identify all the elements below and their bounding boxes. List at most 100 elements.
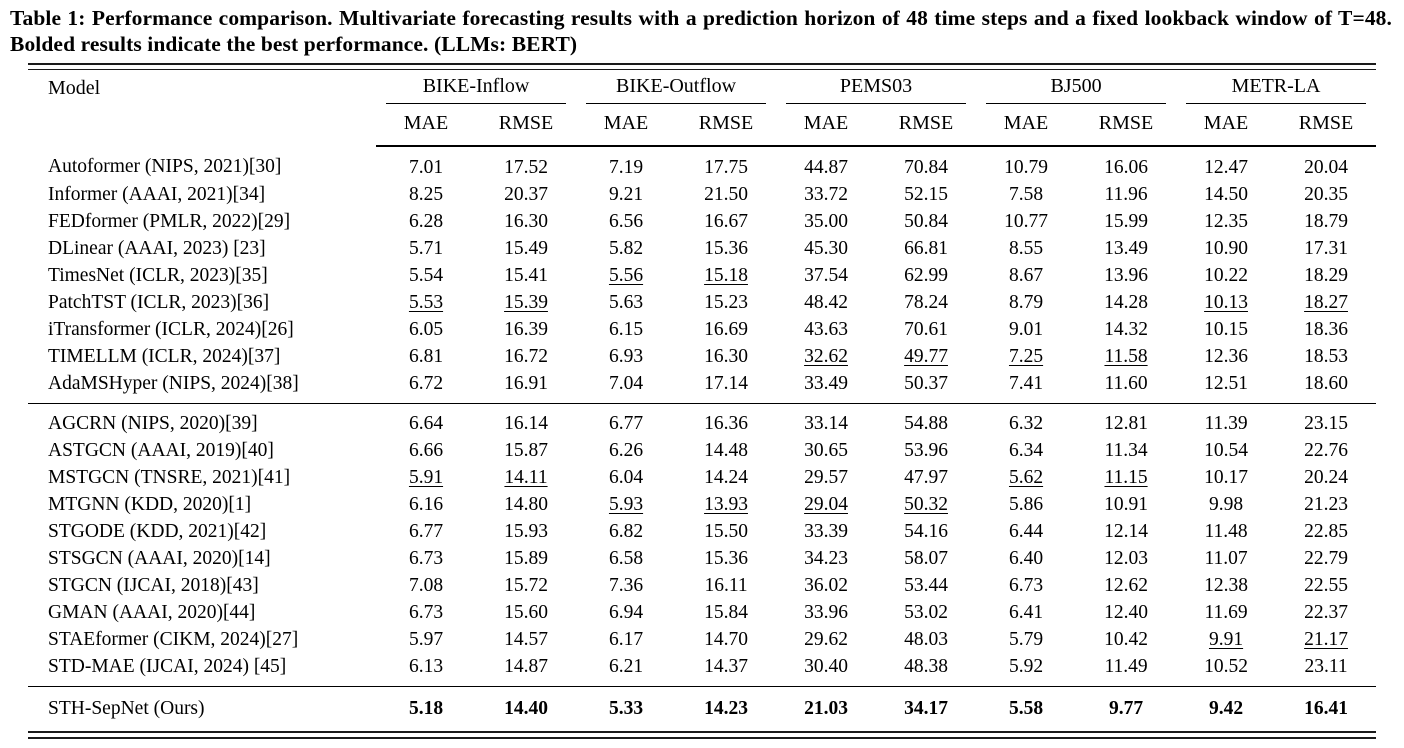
table-row: GMAN (AAAI, 2020)[44] 6.73 15.60 6.94 15.84 3…: [28, 599, 1376, 626]
metric-value-cell: 6.77: [576, 403, 677, 438]
group-header-row: Model BIKE-Inflow BIKE-Outflow PEMS03 BJ…: [28, 70, 1376, 105]
metric-value-cell: 13.93: [704, 493, 748, 515]
metric-value-cell: 6.41: [1008, 601, 1044, 623]
model-name-cell: STAEformer (CIKM, 2024)[27]: [48, 628, 299, 650]
model-name-cell: TIMELLM (ICLR, 2024)[37]: [48, 345, 281, 367]
metric-value-cell: 7.04: [608, 372, 644, 394]
metric-value-cell: 20.35: [1304, 183, 1348, 205]
metric-value-cell: 50.32: [904, 493, 948, 515]
metric-value-cell: 6.73: [408, 601, 444, 623]
metric-value-cell: 58.07: [904, 547, 948, 569]
metric-value-cell: 18.53: [1304, 345, 1348, 367]
metric-value-cell: 12.47: [1204, 156, 1248, 178]
metric-value-cell: 7.41: [1008, 372, 1044, 394]
metric-header-row: MAE RMSE MAE RMSE MAE RMSE MAE RMSE MAE …: [28, 104, 1377, 148]
metric-value-cell: 5.53: [408, 291, 444, 313]
metric-value-cell: 6.17: [608, 628, 644, 650]
metric-value-cell: 8.67: [1008, 264, 1044, 286]
metric-value-cell: 14.50: [1204, 183, 1248, 205]
model-name-cell: iTransformer (ICLR, 2024)[26]: [48, 318, 294, 340]
table-container: Model BIKE-Inflow BIKE-Outflow PEMS03 BJ…: [28, 63, 1377, 739]
group-label: METR-LA: [1186, 75, 1367, 105]
model-name-cell: GMAN (AAAI, 2020)[44]: [48, 601, 256, 623]
metric-value-cell: 6.16: [408, 493, 444, 515]
metric-value-cell: 17.14: [704, 372, 748, 394]
metric-value-cell: 21.23: [1304, 493, 1348, 515]
metric-value-cell: 12.62: [1104, 574, 1148, 596]
model-name-cell: MTGNN (KDD, 2020)[1]: [48, 493, 252, 515]
metric-value-cell: 14.87: [504, 655, 548, 677]
metric-value-cell: 33.39: [804, 520, 848, 542]
table-row: STH-SepNet (Ours) 5.18 14.40 5.33 14.23 21.03…: [28, 686, 1377, 732]
table-row: DLinear (AAAI, 2023) [23] 5.71 15.49 5.82 15…: [28, 235, 1376, 262]
metric-value-cell: 62.99: [904, 264, 948, 286]
results-table: Model BIKE-Inflow BIKE-Outflow PEMS03 BJ…: [28, 70, 1377, 732]
metric-value-cell: 11.69: [1204, 601, 1248, 623]
metric-value-cell: 10.52: [1204, 655, 1248, 677]
metric-value-cell: 6.44: [1008, 520, 1044, 542]
model-name-cell: Autoformer (NIPS, 2021)[30]: [48, 156, 282, 178]
metric-value-cell: 16.72: [504, 345, 548, 367]
metric-value-cell: 17.31: [1304, 237, 1348, 259]
table-row: ASTGCN (AAAI, 2019)[40] 6.66 15.87 6.26 14.4…: [28, 437, 1376, 464]
metric-value-cell: 9.01: [1008, 318, 1044, 340]
metric-value-cell: 6.94: [608, 601, 644, 623]
metric-value-cell: 6.66: [408, 439, 444, 461]
metric-value-cell: 6.81: [408, 345, 444, 367]
group-label: BIKE-Outflow: [586, 75, 767, 105]
metric-value-cell: 36.02: [804, 574, 848, 596]
metric-value-cell: 15.18: [704, 264, 748, 286]
metric-value-cell: 45.30: [804, 237, 848, 259]
metric-value-cell: 6.72: [408, 372, 444, 394]
model-name-cell: PatchTST (ICLR, 2023)[36]: [48, 291, 270, 313]
metric-value-cell: 11.48: [1204, 520, 1248, 542]
metric-value-cell: 14.28: [1104, 291, 1148, 313]
metric-value-cell: 53.02: [904, 601, 948, 623]
metric-value-cell: 5.92: [1008, 655, 1044, 677]
metric-value-cell: 11.07: [1204, 547, 1248, 569]
metric-value-cell: 18.60: [1304, 372, 1348, 394]
metric-value-cell: 10.15: [1204, 318, 1248, 340]
metric-value-cell: 37.54: [804, 264, 848, 286]
metric-value-cell: 10.17: [1204, 466, 1248, 488]
group-label: BIKE-Inflow: [386, 75, 567, 105]
model-name-cell: MSTGCN (TNSRE, 2021)[41]: [48, 466, 291, 488]
metric-value-cell: 15.49: [504, 237, 548, 259]
metric-header: MAE: [776, 104, 877, 148]
metric-header: MAE: [1176, 104, 1277, 148]
metric-value-cell: 33.96: [804, 601, 848, 623]
metric-value-cell: 15.60: [504, 601, 548, 623]
model-name-cell: STH-SepNet (Ours): [28, 686, 376, 732]
metric-value-cell: 35.00: [804, 210, 848, 232]
metric-value-cell: 7.08: [408, 574, 444, 596]
metric-value-cell: 10.79: [1004, 156, 1048, 178]
metric-value-cell: 18.36: [1304, 318, 1348, 340]
metric-value-cell: 78.24: [904, 291, 948, 313]
model-name-cell: DLinear (AAAI, 2023) [23]: [48, 237, 266, 259]
metric-value-cell: 14.70: [704, 628, 748, 650]
table-row: MSTGCN (TNSRE, 2021)[41] 5.91 14.11 6.04 14.…: [28, 464, 1376, 491]
metric-value-cell: 6.64: [376, 403, 476, 438]
metric-value-cell: 10.42: [1104, 628, 1148, 650]
metric-value-cell: 34.17: [876, 686, 977, 732]
metric-value-cell: 70.84: [904, 156, 948, 178]
metric-value-cell: 11.15: [1104, 466, 1148, 488]
metric-value-cell: 8.25: [408, 183, 444, 205]
metric-value-cell: 29.57: [804, 466, 848, 488]
metric-value-cell: 6.77: [408, 520, 444, 542]
metric-value-cell: 5.86: [1008, 493, 1044, 515]
metric-value-cell: 32.62: [804, 345, 848, 367]
metric-value-cell: 22.85: [1304, 520, 1348, 542]
metric-value-cell: 6.82: [608, 520, 644, 542]
metric-value-cell: 66.81: [904, 237, 948, 259]
metric-value-cell: 11.60: [1104, 372, 1148, 394]
metric-value-cell: 15.41: [504, 264, 548, 286]
metric-value-cell: 12.14: [1104, 520, 1148, 542]
metric-value-cell: 9.42: [1176, 686, 1277, 732]
metric-value-cell: 5.18: [376, 686, 476, 732]
metric-value-cell: 29.62: [804, 628, 848, 650]
metric-value-cell: 5.79: [1008, 628, 1044, 650]
metric-value-cell: 16.39: [504, 318, 548, 340]
table-row: TimesNet (ICLR, 2023)[35] 5.54 15.41 5.56 15…: [28, 262, 1376, 289]
metric-value-cell: 6.73: [408, 547, 444, 569]
